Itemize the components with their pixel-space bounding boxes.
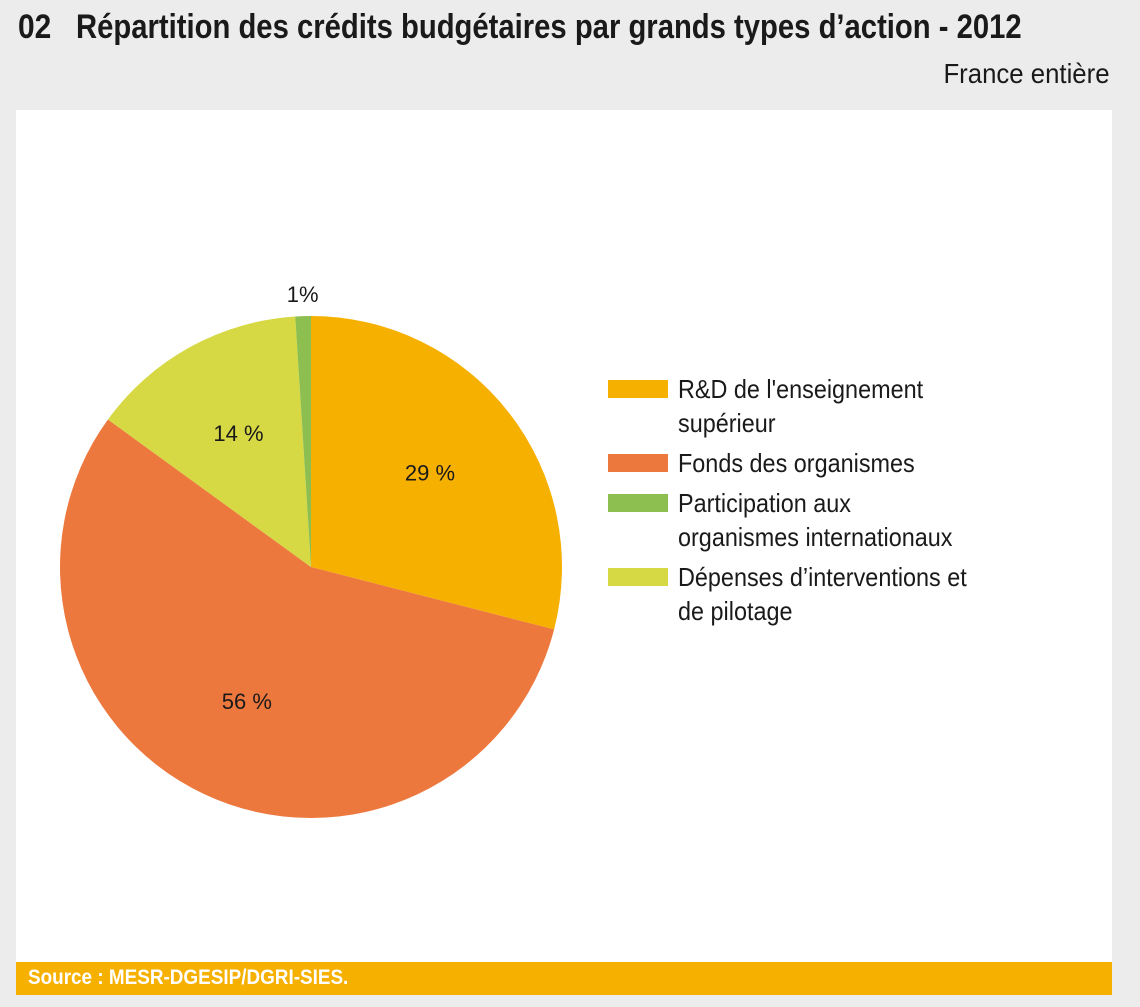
legend-item: R&D de l'enseignement supérieur: [608, 372, 1008, 440]
legend-label: Dépenses d’interventions et de pilotage: [678, 562, 967, 626]
legend-item: Participation aux organismes internation…: [608, 486, 1008, 554]
slice-data-label: 29 %: [405, 461, 455, 486]
slice-data-label: 1%: [287, 282, 319, 307]
legend-item: Fonds des organismes: [608, 446, 1008, 480]
legend-swatch: [608, 568, 668, 586]
legend-label: Fonds des organismes: [678, 448, 915, 478]
source-text: Source : MESR-DGESIP/DGRI-SIES.: [28, 966, 349, 989]
slice-data-label: 14 %: [213, 421, 263, 446]
legend-swatch: [608, 494, 668, 512]
legend-item: Dépenses d’interventions et de pilotage: [608, 560, 1008, 628]
chart-subtitle: France entière: [943, 58, 1110, 89]
figure-number: 02: [18, 8, 52, 46]
legend-label: Participation aux organismes internation…: [678, 488, 953, 552]
pie-slice: [295, 316, 311, 567]
legend-swatch: [608, 380, 668, 398]
pie-slice: [311, 316, 562, 630]
chart-title: Répartition des crédits budgétaires par …: [76, 8, 1022, 46]
legend-swatch: [608, 454, 668, 472]
legend-label: R&D de l'enseignement supérieur: [678, 374, 924, 438]
legend: R&D de l'enseignement supérieur Fonds de…: [608, 372, 1008, 634]
pie-slice: [107, 316, 311, 567]
slice-data-label: 56 %: [222, 689, 272, 714]
pie-slice: [59, 419, 555, 819]
source-bar: Source : MESR-DGESIP/DGRI-SIES.: [16, 962, 1112, 995]
